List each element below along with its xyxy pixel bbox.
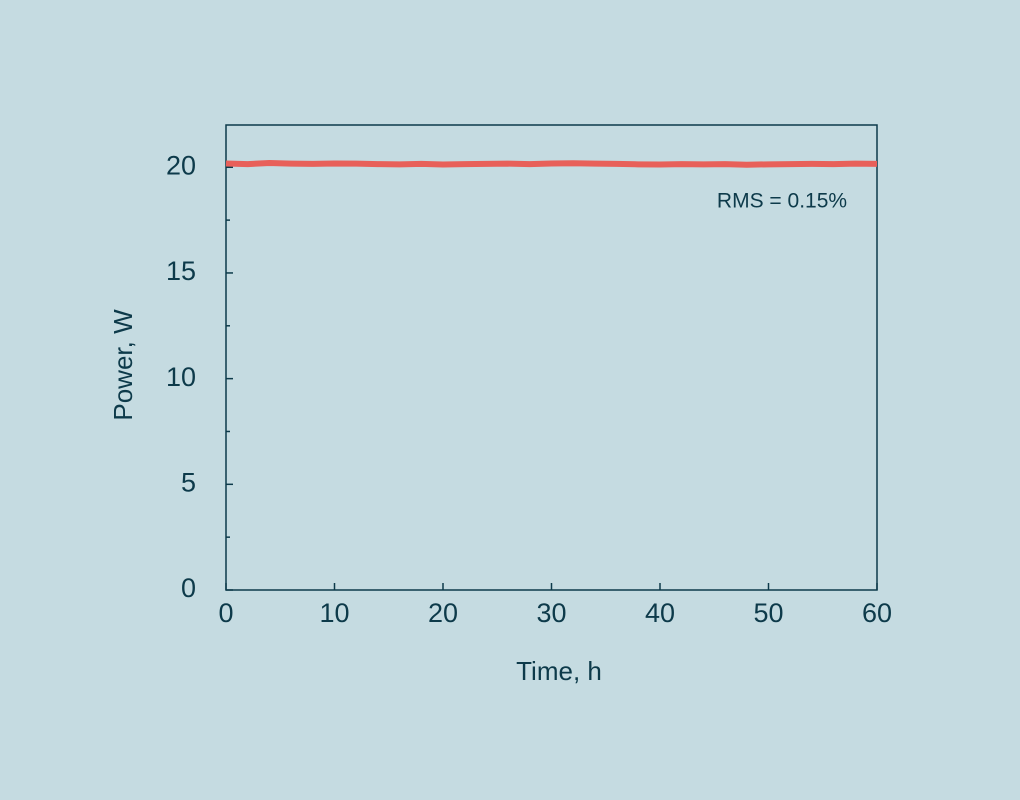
- x-tick-label: 50: [753, 598, 783, 628]
- x-tick-label: 20: [428, 598, 458, 628]
- x-axis-label: Time, h: [516, 656, 602, 686]
- annotation: RMS = 0.15%: [717, 190, 847, 213]
- y-tick-label: 10: [166, 362, 196, 392]
- y-tick-label: 5: [181, 467, 196, 497]
- x-tick-label: 30: [536, 598, 566, 628]
- y-tick-label: 20: [166, 150, 196, 180]
- x-tick-label: 40: [645, 598, 675, 628]
- x-tick-label: 60: [862, 598, 892, 628]
- y-axis-label: Power, W: [108, 309, 138, 421]
- line-series: [225, 160, 878, 168]
- x-tick-label: 10: [319, 598, 349, 628]
- x-tick-label: 0: [218, 598, 233, 628]
- y-tick-label: 15: [166, 256, 196, 286]
- y-tick-label: 0: [181, 573, 196, 603]
